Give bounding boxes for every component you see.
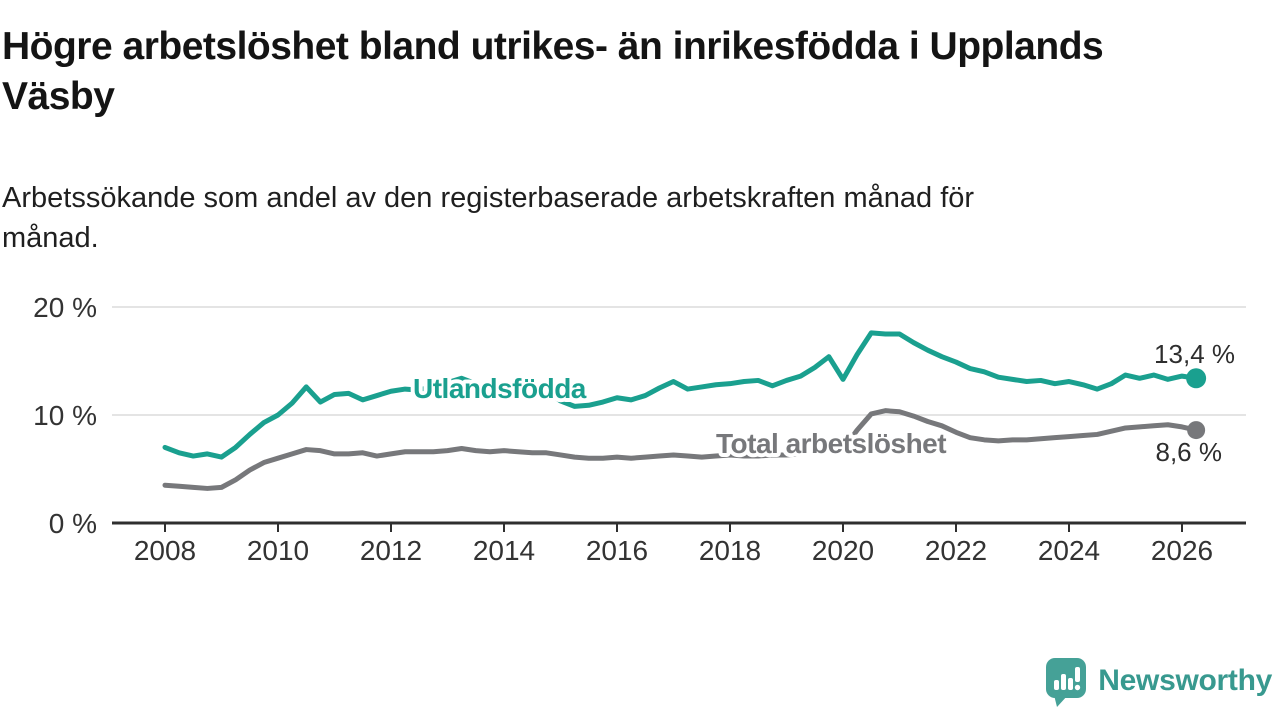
x-tick-label: 2024 — [1038, 535, 1100, 566]
x-tick-label: 2020 — [812, 535, 874, 566]
newsworthy-logo: Newsworthy — [1044, 654, 1272, 708]
page-title: Högre arbetslöshet bland utrikes- än inr… — [2, 22, 1274, 122]
page-title-line2: Väsby — [2, 74, 115, 118]
newsworthy-logo-text: Newsworthy — [1098, 664, 1272, 697]
x-tick-label: 2008 — [134, 535, 196, 566]
series-label: Total arbetslöshet — [716, 428, 946, 459]
series-line — [162, 408, 1199, 491]
page-subtitle-line2: månad. — [2, 222, 99, 255]
page-subtitle-line1: Arbetssökande som andel av den registerb… — [2, 182, 975, 214]
x-tick-label: 2016 — [586, 535, 648, 566]
newsworthy-logo-icon — [1046, 658, 1087, 707]
series-line — [162, 330, 1199, 460]
y-tick-label: 0 % — [49, 508, 97, 539]
page-title-line1: Högre arbetslöshet bland utrikes- än inr… — [2, 25, 1104, 68]
series-end-value-label: 13,4 % — [1154, 339, 1235, 369]
x-tick-label: 2010 — [247, 535, 309, 566]
x-tick-label: 2018 — [699, 535, 761, 566]
series-label: Utlandsfödda — [413, 373, 587, 404]
x-tick-label: 2014 — [473, 535, 535, 566]
series-end-dot — [1186, 368, 1207, 389]
x-tick-label: 2012 — [360, 535, 422, 566]
y-tick-label: 20 % — [33, 292, 97, 323]
series-end-value-label: 8,6 % — [1156, 437, 1223, 467]
y-tick-label: 10 % — [33, 400, 97, 431]
page-subtitle: Arbetssökande som andel av den registerb… — [2, 178, 1202, 258]
x-tick-label: 2026 — [1151, 535, 1213, 566]
x-tick-label: 2022 — [925, 535, 987, 566]
series-end-dot — [1187, 421, 1206, 440]
